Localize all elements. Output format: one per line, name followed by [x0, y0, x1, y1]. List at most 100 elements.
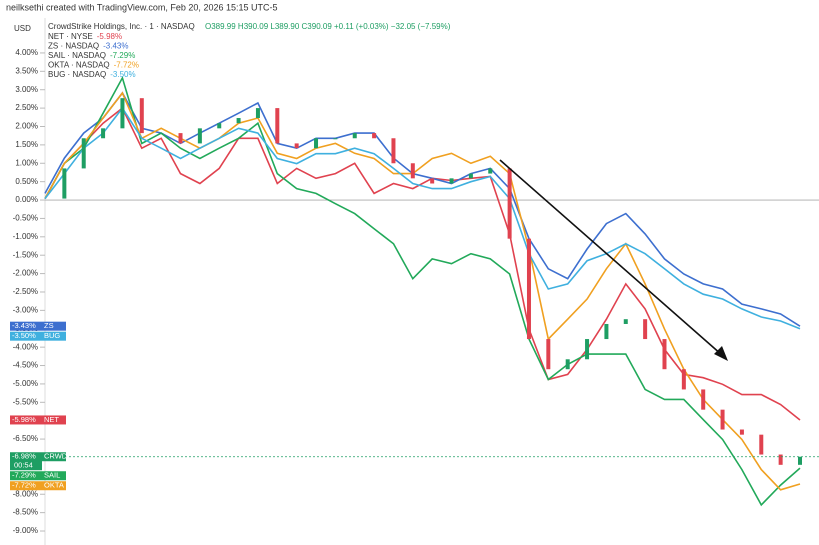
candle — [643, 319, 648, 340]
price-badge — [10, 471, 42, 481]
legend-change: -3.43% — [103, 42, 128, 51]
price-badge — [10, 415, 42, 425]
badge-name: NET — [44, 415, 59, 424]
y-tick-label: -8.50% — [13, 508, 38, 517]
candle — [275, 108, 280, 144]
candle — [391, 138, 396, 164]
ohlc: O389.99 H390.09 L389.90 C390.09 +0.11 (+… — [205, 22, 451, 31]
candle — [778, 454, 783, 465]
candle — [488, 168, 493, 174]
plot: 4.00% 3.50% 3.00% 2.50% 2.00% 1.50% 1.00% 0.50%… — [10, 18, 819, 545]
candle — [739, 429, 744, 435]
candle — [139, 98, 144, 134]
candle — [662, 339, 667, 370]
badge-name-bg — [42, 481, 66, 491]
candle — [62, 168, 67, 199]
badge-name: CRWD — [44, 452, 68, 461]
price-badge — [10, 452, 42, 471]
y-tick-label: -2.00% — [13, 269, 38, 278]
candle — [701, 389, 706, 410]
y-tick-label: 0.50% — [15, 177, 38, 186]
candle — [507, 168, 512, 239]
y-tick-label: -0.50% — [13, 214, 38, 223]
candle — [546, 339, 551, 370]
y-tick-label: 2.50% — [15, 103, 38, 112]
y-tick-label: -3.00% — [13, 305, 38, 314]
badge-name-bg — [42, 415, 66, 425]
candle — [526, 238, 531, 340]
badge-name-bg — [42, 471, 66, 481]
y-tick-label: 3.00% — [15, 85, 38, 94]
badge-name-bg — [42, 321, 66, 331]
legend-name: SAIL · NASDAQ — [48, 51, 106, 60]
y-tick-label: 4.00% — [15, 48, 38, 57]
candle — [236, 118, 241, 124]
currency: USD — [14, 24, 31, 33]
y-tick-label: -6.50% — [13, 434, 38, 443]
badge-name: BUG — [44, 331, 60, 340]
badge-label: -5.98% — [12, 415, 36, 424]
candle — [159, 133, 164, 135]
y-tick-label: -1.00% — [13, 232, 38, 241]
candle — [314, 138, 319, 149]
badge-name-bg — [42, 452, 66, 462]
price-badge — [10, 331, 42, 341]
candle — [120, 98, 125, 129]
legend-name: BUG · NASDAQ — [48, 70, 106, 79]
y-tick-label: -2.50% — [13, 287, 38, 296]
price-badge — [10, 481, 42, 491]
legend-change: -7.72% — [114, 61, 139, 70]
chart-title: CrowdStrike Holdings, Inc. · 1 · NASDAQ — [48, 22, 195, 31]
legend-change: -7.29% — [110, 51, 135, 60]
legend-name: NET · NYSE — [48, 32, 93, 41]
candle — [565, 359, 570, 370]
badge-label: -3.43% — [12, 321, 36, 330]
trend-arrow — [499, 159, 723, 356]
y-tick-label: -9.00% — [13, 526, 38, 535]
candle — [178, 133, 183, 144]
badge-name: SAIL — [44, 471, 60, 480]
series-line — [44, 91, 801, 491]
y-tick-label: 1.00% — [15, 158, 38, 167]
candle — [623, 319, 628, 324]
series-line — [44, 75, 801, 507]
candle — [410, 163, 415, 179]
badge-label: -7.29% — [12, 471, 36, 480]
candle — [255, 108, 260, 119]
candle — [294, 143, 299, 149]
series-line — [44, 106, 801, 421]
y-tick-label: -5.50% — [13, 397, 38, 406]
price-badge — [10, 321, 42, 331]
badge-name: ZS — [44, 321, 54, 330]
candle — [468, 173, 473, 179]
badge-label: -6.98% — [12, 452, 36, 461]
legend-change: -3.50% — [110, 70, 135, 79]
candle — [81, 138, 86, 169]
candle — [681, 369, 686, 390]
credit: neilksethi created with TradingView.com,… — [6, 2, 277, 12]
y-tick-label: 3.50% — [15, 66, 38, 75]
arrow-head — [714, 346, 728, 361]
candle — [720, 409, 725, 430]
badge-name: OKTA — [44, 481, 64, 490]
y-tick-label: -1.50% — [13, 250, 38, 259]
candle — [333, 138, 338, 140]
y-tick-label: -4.50% — [13, 361, 38, 370]
legend-name: OKTA · NASDAQ — [48, 61, 110, 70]
y-tick-label: 1.50% — [15, 140, 38, 149]
candle — [197, 128, 202, 144]
candle — [101, 128, 106, 139]
candle — [372, 133, 377, 139]
badge-countdown: 00:54 — [14, 461, 33, 470]
series-line — [44, 91, 801, 327]
candle — [798, 456, 802, 465]
legend-change: -5.98% — [97, 32, 122, 41]
badge-label: -3.50% — [12, 331, 36, 340]
candle — [585, 339, 590, 360]
legend-name: ZS · NASDAQ — [48, 42, 99, 51]
series-line — [44, 106, 801, 330]
y-tick-label: 2.00% — [15, 122, 38, 131]
y-tick-label: -8.00% — [13, 489, 38, 498]
badge-label: -7.72% — [12, 481, 36, 490]
